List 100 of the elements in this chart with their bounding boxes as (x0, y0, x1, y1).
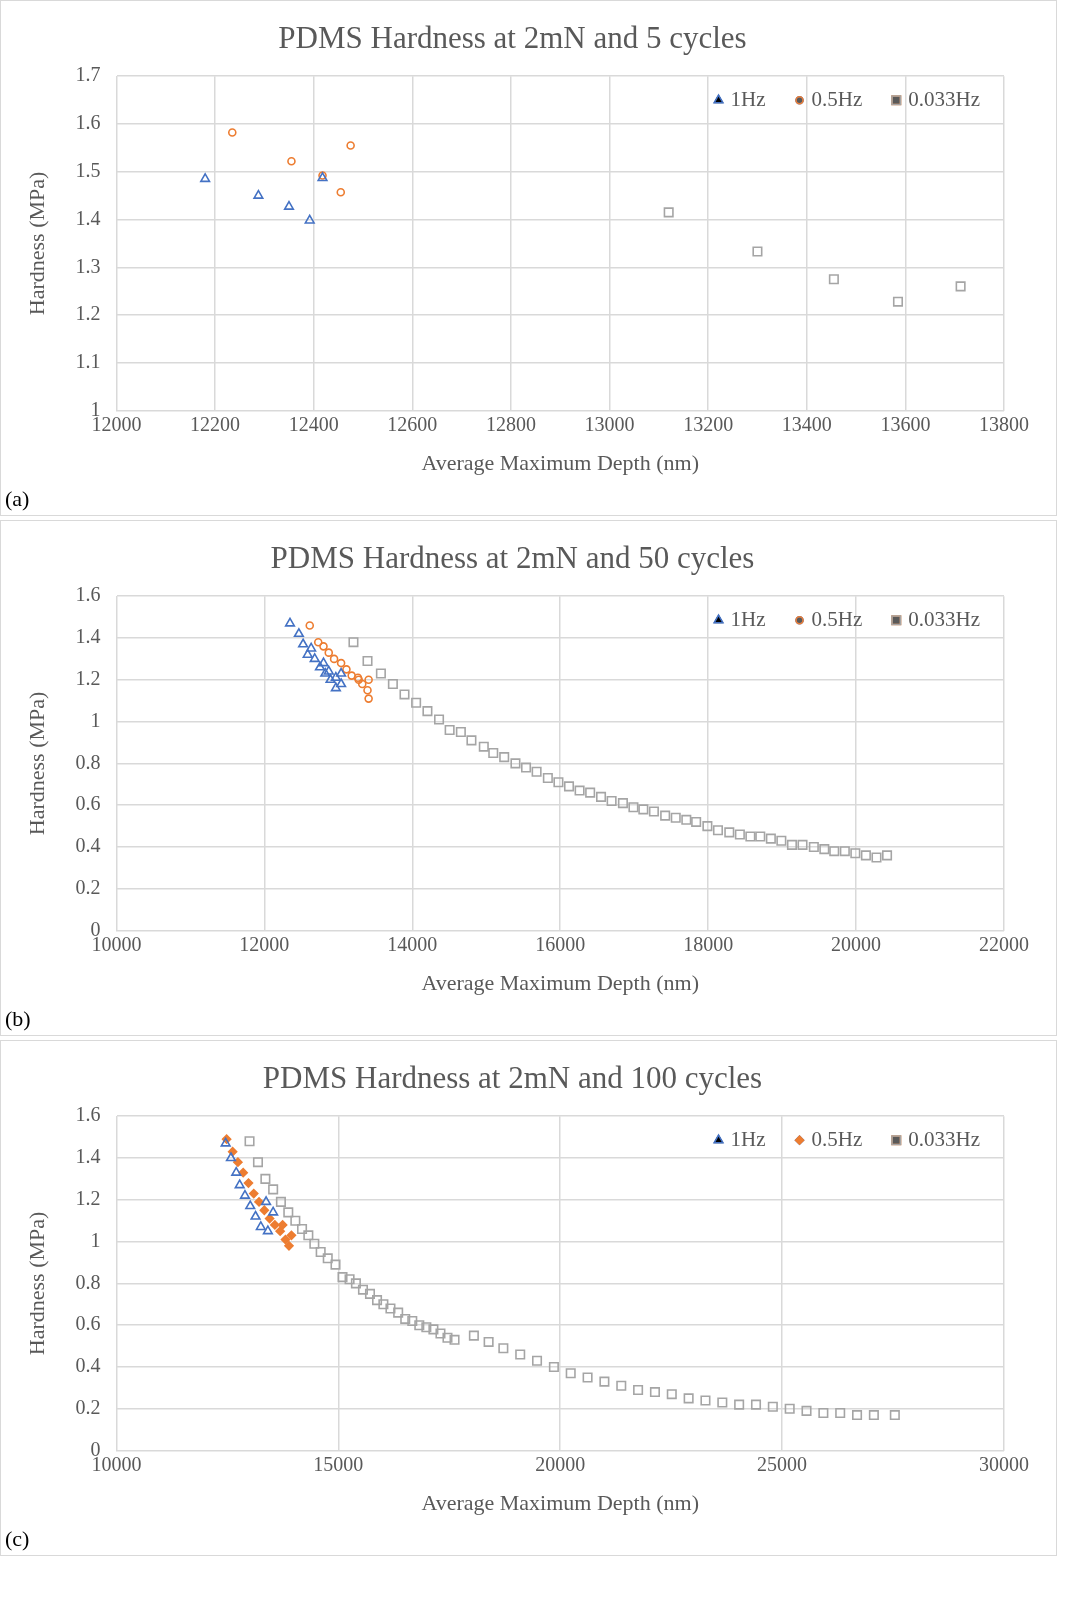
point (483, 1336, 494, 1347)
point (724, 827, 735, 838)
point (691, 816, 702, 827)
x-tick-label: 30000 (979, 1452, 1029, 1475)
x-tick-label: 13600 (880, 412, 931, 435)
point (330, 682, 341, 692)
point (385, 1303, 396, 1314)
point (531, 766, 542, 777)
y-tick-label: 1.4 (75, 206, 101, 229)
point (468, 1330, 479, 1341)
point (239, 1189, 251, 1199)
point (882, 850, 893, 861)
point (599, 1376, 610, 1387)
y-axis-title: Hardness (MPa) (23, 1211, 49, 1356)
x-tick-label: 12400 (288, 412, 339, 435)
y-tick-label: 1.7 (75, 63, 101, 86)
legend-label: 0.033Hz (908, 1126, 981, 1151)
point (638, 804, 649, 815)
point (628, 802, 639, 813)
point (860, 850, 871, 861)
point (324, 648, 334, 657)
y-tick-label: 0.6 (75, 792, 101, 815)
point (478, 741, 489, 752)
point (290, 1215, 301, 1226)
x-tick-label: 12000 (239, 932, 290, 955)
point (835, 1407, 846, 1419)
point (515, 1349, 526, 1360)
point (362, 655, 373, 667)
point (563, 781, 575, 792)
point (488, 747, 499, 758)
x-axis-title: Average Maximum Depth (nm) (421, 1489, 699, 1515)
point (335, 678, 347, 688)
point (227, 128, 237, 137)
point (660, 810, 671, 821)
point (260, 1173, 271, 1184)
point (712, 825, 724, 836)
point (839, 846, 850, 857)
point (330, 671, 341, 682)
point (284, 617, 296, 627)
point (315, 1247, 326, 1258)
point (850, 848, 861, 859)
y-tick-label: 1.3 (75, 254, 101, 277)
point (277, 1220, 288, 1230)
y-tick-label: 0.4 (75, 834, 101, 857)
point (449, 1334, 460, 1345)
legend-label: 1Hz (730, 606, 766, 631)
point (442, 1332, 453, 1343)
chart-title: PDMS Hardness at 2mN and 100 cycles (262, 1059, 763, 1095)
y-tick-label: 0.8 (75, 750, 101, 773)
point (268, 1206, 279, 1216)
point (314, 661, 326, 671)
point (313, 637, 323, 647)
point (828, 274, 839, 285)
point (510, 758, 521, 769)
point (304, 214, 315, 224)
y-tick-label: 1.5 (75, 158, 101, 181)
point (767, 1401, 778, 1412)
point (231, 1166, 242, 1176)
chart-title: PDMS Hardness at 2mN and 50 cycles (270, 539, 755, 575)
point (421, 1322, 432, 1333)
point (871, 852, 882, 863)
point (734, 829, 745, 840)
y-tick-label: 1.1 (75, 350, 101, 373)
point (347, 671, 356, 680)
point (309, 1238, 320, 1249)
y-axis-title: Hardness (MPa) (23, 171, 49, 316)
y-tick-label: 1 (90, 708, 101, 731)
point (670, 812, 681, 823)
point (252, 1157, 264, 1168)
x-tick-label: 12600 (387, 412, 438, 435)
point (868, 1410, 879, 1421)
point (633, 1384, 644, 1396)
point (306, 642, 317, 652)
point (364, 1288, 376, 1299)
text: (c) (5, 1525, 30, 1551)
point (335, 667, 347, 677)
point (255, 1221, 266, 1231)
point (663, 207, 674, 218)
point (350, 1278, 361, 1289)
point (357, 1284, 369, 1295)
y-tick-label: 1 (90, 1228, 101, 1251)
point (411, 697, 422, 708)
point (399, 689, 410, 700)
point (400, 1313, 411, 1324)
point (297, 638, 309, 648)
point (765, 833, 776, 844)
point (286, 1230, 297, 1241)
chart-title: PDMS Hardness at 2mN and 5 cycles (278, 19, 747, 55)
point (520, 762, 532, 773)
point (393, 1307, 404, 1318)
point (752, 246, 763, 257)
point (542, 772, 553, 784)
point (745, 831, 756, 842)
point (649, 1387, 660, 1398)
point (268, 1184, 279, 1195)
y-tick-label: 0.4 (75, 1354, 101, 1377)
y-tick-label: 0.6 (75, 1312, 101, 1335)
point (280, 1234, 291, 1245)
legend-label: 1Hz (730, 1126, 766, 1151)
point (892, 296, 904, 307)
